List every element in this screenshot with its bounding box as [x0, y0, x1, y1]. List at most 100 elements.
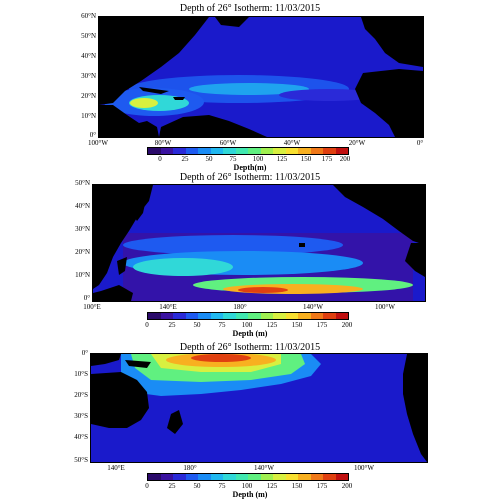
- south-pacific-cbar-tick-2: 50: [193, 482, 201, 490]
- colorbar-swatch: [248, 313, 261, 319]
- colorbar-swatch: [148, 313, 161, 319]
- south-pacific-lat-label-3: 30°S: [74, 412, 88, 420]
- atlantic-cbar-tick-5: 125: [276, 155, 288, 163]
- colorbar-swatch: [298, 474, 311, 480]
- atlantic-lat-label-0: 60°N: [81, 12, 96, 20]
- south-pacific-cbar-tick-6: 150: [291, 482, 303, 490]
- colorbar-swatch: [160, 474, 173, 480]
- colorbar-swatch: [285, 148, 298, 154]
- north-pacific-cbar-tick-8: 200: [341, 321, 353, 329]
- colorbar-swatch: [285, 313, 298, 319]
- atlantic-cbar-tick-1: 25: [181, 155, 189, 163]
- colorbar-swatch: [260, 148, 273, 154]
- south-pacific-cbar-tick-4: 100: [241, 482, 253, 490]
- north-pacific-colorbar: [147, 312, 349, 320]
- atlantic-lat-label-3: 30°N: [81, 72, 96, 80]
- colorbar-swatch: [260, 474, 273, 480]
- south-pacific-cbar-tick-8: 200: [341, 482, 353, 490]
- colorbar-swatch: [323, 313, 336, 319]
- atlantic-map-graphic: [99, 17, 423, 137]
- colorbar-swatch: [323, 148, 336, 154]
- north-pacific-cbar-tick-6: 150: [291, 321, 303, 329]
- colorbar-swatch: [185, 474, 198, 480]
- south-pacific-map-graphic: [91, 354, 427, 462]
- colorbar-swatch: [298, 148, 311, 154]
- colorbar-swatch: [173, 148, 186, 154]
- north-pacific-cbar-tick-0: 0: [145, 321, 149, 329]
- atlantic-lat-label-2: 40°N: [81, 52, 96, 60]
- colorbar-swatch: [248, 474, 261, 480]
- south-pacific-lon-label-3: 100°W: [354, 464, 374, 472]
- north-pacific-cbar-tick-1: 25: [168, 321, 176, 329]
- colorbar-swatch: [198, 474, 211, 480]
- north-pacific-lat-label-2: 30°N: [75, 225, 90, 233]
- south-pacific-cbar-tick-7: 175: [316, 482, 328, 490]
- colorbar-swatch: [210, 474, 223, 480]
- north-pacific-lon-label-0: 100°E: [83, 303, 101, 311]
- colorbar-swatch: [173, 474, 186, 480]
- north-pacific-cbar-tick-4: 100: [241, 321, 253, 329]
- atlantic-cbar-tick-2: 50: [205, 155, 213, 163]
- colorbar-swatch: [210, 148, 223, 154]
- south-pacific-lat-label-2: 20°S: [74, 391, 88, 399]
- south-pacific-lat-label-0: 0°: [81, 349, 88, 357]
- atlantic-cbar-tick-7: 175: [321, 155, 333, 163]
- atlantic-lon-label-5: 0°: [416, 139, 424, 147]
- colorbar-swatch: [248, 148, 261, 154]
- colorbar-swatch: [160, 313, 173, 319]
- colorbar-swatch: [310, 313, 323, 319]
- atlantic-lon-label-3: 40°W: [283, 139, 301, 147]
- north-pacific-map-graphic: [93, 185, 425, 301]
- atlantic-cbar-tick-6: 150: [300, 155, 312, 163]
- colorbar-swatch: [223, 148, 236, 154]
- north-pacific-cbar-title: Depth (m): [232, 329, 268, 338]
- south-pacific-cbar-title: Depth (m): [232, 490, 268, 499]
- colorbar-swatch: [198, 313, 211, 319]
- colorbar-swatch: [310, 474, 323, 480]
- south-pacific-lon-label-2: 140°W: [254, 464, 274, 472]
- atlantic-lon-label-0: 100°W: [88, 139, 108, 147]
- north-pacific-cbar-tick-7: 175: [316, 321, 328, 329]
- colorbar-swatch: [173, 313, 186, 319]
- atlantic-panel: Depth of 26° Isotherm: 11/03/2015: [0, 0, 500, 172]
- colorbar-swatch: [273, 148, 286, 154]
- colorbar-swatch: [335, 313, 348, 319]
- colorbar-swatch: [298, 313, 311, 319]
- colorbar-swatch: [260, 313, 273, 319]
- north-pacific-lat-label-4: 10°N: [75, 271, 90, 279]
- north-pacific-lon-label-4: 100°W: [375, 303, 395, 311]
- north-pacific-cbar-tick-3: 75: [218, 321, 226, 329]
- atlantic-cbar-tick-3: 75: [229, 155, 237, 163]
- north-pacific-lat-label-3: 20°N: [75, 248, 90, 256]
- atlantic-cbar-title: Depth(m): [233, 163, 267, 172]
- colorbar-swatch: [185, 148, 198, 154]
- colorbar-swatch: [285, 474, 298, 480]
- north-pacific-title: Depth of 26° Isotherm: 11/03/2015: [179, 172, 321, 183]
- atlantic-lat-label-5: 10°N: [81, 112, 96, 120]
- colorbar-swatch: [185, 313, 198, 319]
- atlantic-lon-label-4: 20°W: [348, 139, 366, 147]
- colorbar-swatch: [335, 474, 348, 480]
- north-pacific-cbar-tick-2: 50: [193, 321, 201, 329]
- atlantic-lat-label-1: 50°N: [81, 32, 96, 40]
- atlantic-cbar-tick-0: 0: [158, 155, 162, 163]
- south-pacific-cbar-tick-5: 125: [266, 482, 278, 490]
- south-pacific-panel: Depth of 26° Isotherm: 11/03/2015 0° 10°…: [0, 342, 500, 500]
- colorbar-swatch: [148, 148, 161, 154]
- atlantic-lon-label-1: 80°W: [154, 139, 172, 147]
- colorbar-swatch: [223, 474, 236, 480]
- atlantic-lat-label-4: 20°N: [81, 92, 96, 100]
- colorbar-swatch: [235, 313, 248, 319]
- north-pacific-lon-label-3: 140°W: [303, 303, 323, 311]
- colorbar-swatch: [273, 474, 286, 480]
- south-pacific-lat-label-5: 50°S: [74, 456, 88, 464]
- atlantic-map: [98, 16, 424, 138]
- south-pacific-colorbar: [147, 473, 349, 481]
- colorbar-swatch: [235, 474, 248, 480]
- colorbar-swatch: [335, 148, 348, 154]
- north-pacific-panel: Depth of 26° Isotherm: 11/03/2015 5: [0, 172, 500, 342]
- south-pacific-lon-label-1: 180°: [183, 464, 197, 472]
- colorbar-swatch: [160, 148, 173, 154]
- north-pacific-lat-label-1: 40°N: [75, 202, 90, 210]
- north-pacific-map: [92, 184, 426, 302]
